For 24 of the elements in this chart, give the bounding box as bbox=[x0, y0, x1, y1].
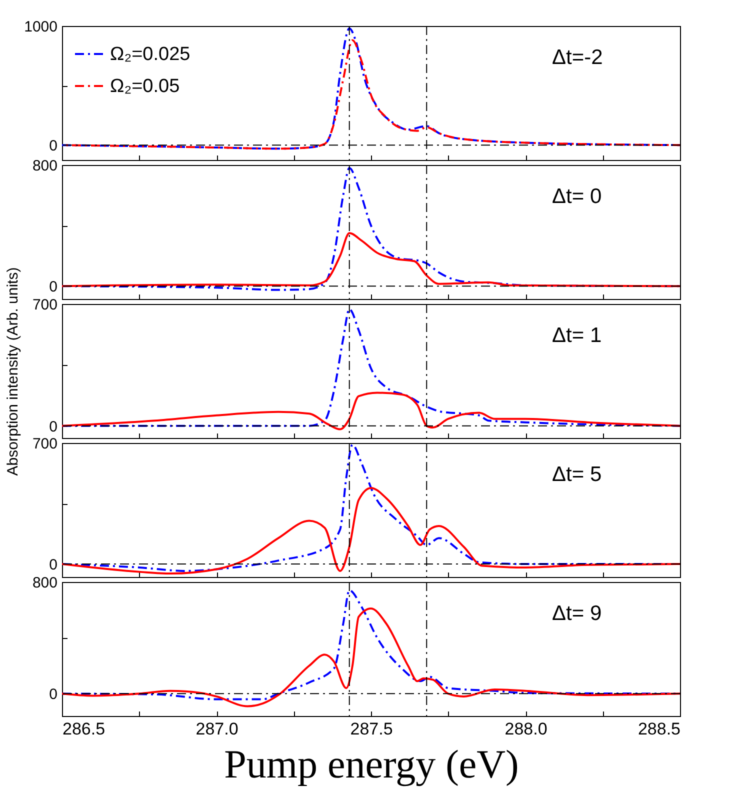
y-axis-title: Absorption intensity (Arb. units) bbox=[4, 267, 22, 476]
x-tick-label: 287.0 bbox=[196, 720, 238, 738]
y-tick-label: 0 bbox=[49, 418, 58, 436]
x-axis-title: Pump energy (eV) bbox=[224, 742, 519, 786]
x-tick-label: 288.0 bbox=[504, 720, 548, 738]
annotation: Δt= 5 bbox=[552, 463, 602, 486]
y-tick-label: 800 bbox=[32, 574, 58, 592]
annotation: Δt=-2 bbox=[552, 46, 603, 69]
y-tick-label: 800 bbox=[32, 158, 58, 174]
annotation: Δt= 1 bbox=[552, 324, 602, 347]
y-tick-label: 700 bbox=[32, 436, 58, 452]
y-tick-label: 1000 bbox=[24, 18, 58, 36]
y-tick-label: 0 bbox=[49, 278, 58, 296]
y-tick-label: 0 bbox=[49, 138, 58, 155]
x-tick-label: 286.5 bbox=[62, 720, 106, 738]
legend-label: Ω₂=0.025 bbox=[110, 44, 190, 65]
legend-label: Ω₂=0.05 bbox=[110, 76, 180, 97]
y-tick-label: 0 bbox=[49, 556, 58, 574]
y-tick-label: 700 bbox=[32, 296, 58, 314]
x-tick-label: 287.5 bbox=[350, 720, 393, 738]
y-tick-label: 0 bbox=[49, 686, 58, 704]
annotation: Δt= 9 bbox=[552, 602, 602, 625]
annotation: Δt= 0 bbox=[552, 185, 602, 208]
x-tick-label: 288.5 bbox=[638, 720, 680, 738]
